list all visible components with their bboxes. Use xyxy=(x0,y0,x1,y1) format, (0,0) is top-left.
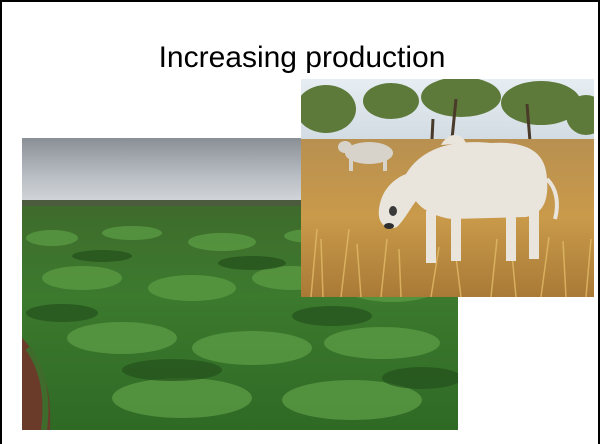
cattle-photo xyxy=(301,79,594,297)
slide-title: Increasing production xyxy=(158,41,446,74)
